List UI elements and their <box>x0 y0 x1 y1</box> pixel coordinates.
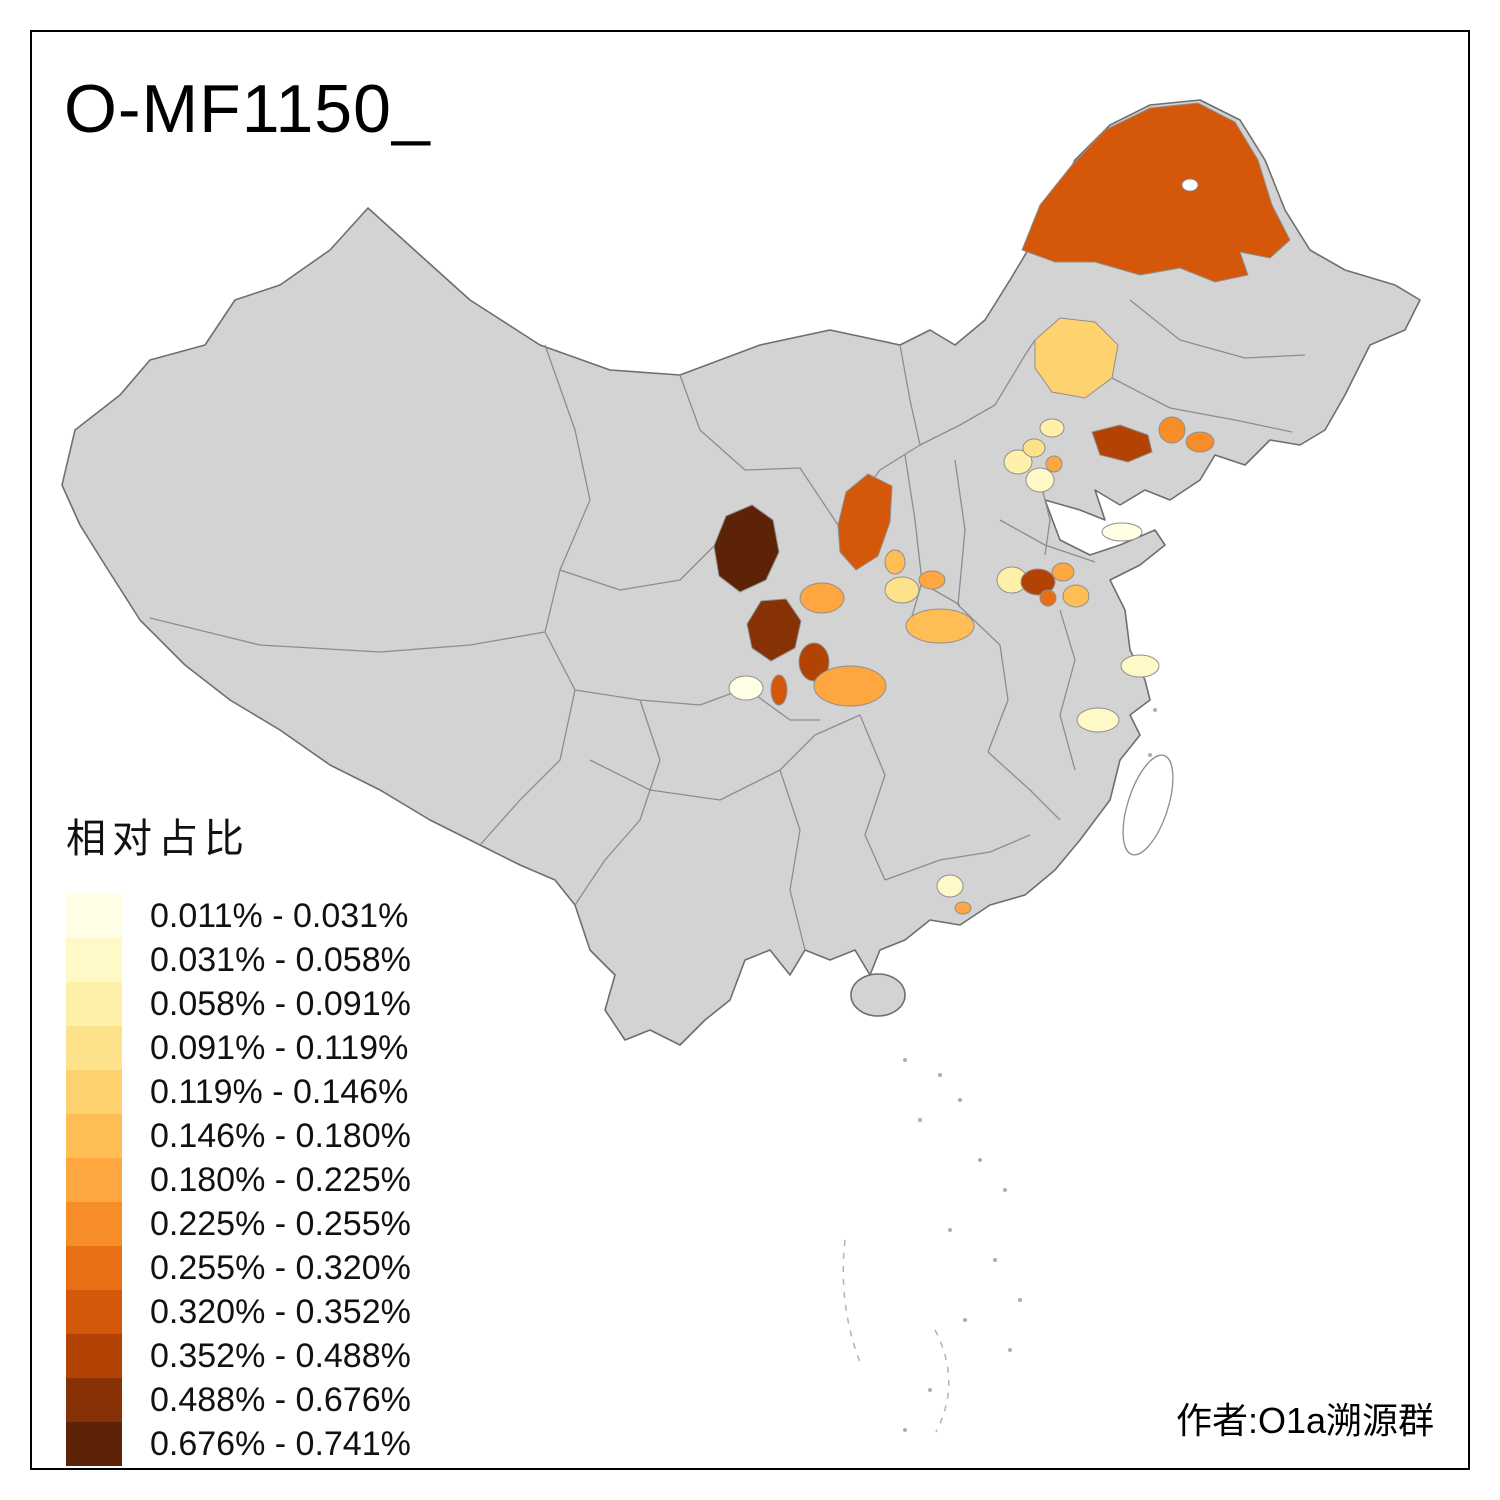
legend-swatch <box>66 1114 122 1158</box>
legend-swatch <box>66 1202 122 1246</box>
map-region <box>1003 449 1033 475</box>
plot-border <box>30 30 1470 1470</box>
map-region <box>1185 431 1215 453</box>
legend-label: 0.058% - 0.091% <box>150 984 411 1023</box>
map-region <box>837 473 893 571</box>
legend-row: 0.119% - 0.146% <box>66 1070 411 1114</box>
legend-row: 0.488% - 0.676% <box>66 1378 411 1422</box>
legend-label: 0.146% - 0.180% <box>150 1116 411 1155</box>
attribution: 作者:O1a溯源群 <box>1175 1400 1434 1441</box>
legend-row: 0.011% - 0.031% <box>66 894 411 938</box>
legend-swatch <box>66 1026 122 1070</box>
legend-row: 0.146% - 0.180% <box>66 1114 411 1158</box>
legend-row: 0.091% - 0.119% <box>66 1026 411 1070</box>
map-region <box>905 608 975 644</box>
map-region <box>1158 416 1186 444</box>
taiwan-island <box>1122 754 1174 856</box>
legend-row: 0.031% - 0.058% <box>66 938 411 982</box>
legend-label: 0.255% - 0.320% <box>150 1248 411 1287</box>
map-region <box>918 570 946 590</box>
map-region <box>1091 424 1153 463</box>
map-region <box>1045 455 1063 473</box>
hainan-island <box>850 973 906 1017</box>
legend: 相对占比 0.011% - 0.031% 0.031% - 0.058% 0.058… <box>66 806 411 1466</box>
map-region <box>1022 438 1046 458</box>
map-region <box>1025 467 1055 493</box>
lake <box>1181 178 1199 192</box>
figure-title: O-MF1150_ <box>64 71 431 147</box>
legend-row: 0.320% - 0.352% <box>66 1290 411 1334</box>
legend-swatch <box>66 1246 122 1290</box>
legend-swatch <box>66 1290 122 1334</box>
map-region <box>936 874 964 898</box>
map-region <box>1039 418 1065 438</box>
legend-swatch <box>66 938 122 982</box>
legend-swatch <box>66 1378 122 1422</box>
legend-swatch <box>66 982 122 1026</box>
map-region <box>713 504 780 593</box>
province-borders <box>149 299 1306 951</box>
map-region <box>1062 584 1090 608</box>
legend-items: 0.011% - 0.031% 0.031% - 0.058% 0.058% - 0… <box>66 894 411 1466</box>
map-region <box>1120 654 1160 678</box>
map-region <box>1021 102 1291 283</box>
legend-row: 0.352% - 0.488% <box>66 1334 411 1378</box>
legend-row: 0.180% - 0.225% <box>66 1158 411 1202</box>
legend-label: 0.676% - 0.741% <box>150 1424 411 1463</box>
legend-row: 0.058% - 0.091% <box>66 982 411 1026</box>
map-region <box>799 582 845 614</box>
legend-title: 相对占比 <box>66 817 250 861</box>
map-region <box>884 549 906 575</box>
legend-row: 0.255% - 0.320% <box>66 1246 411 1290</box>
legend-swatch <box>66 1158 122 1202</box>
legend-swatch <box>66 894 122 938</box>
map-region <box>770 674 788 706</box>
legend-swatch <box>66 1334 122 1378</box>
legend-label: 0.320% - 0.352% <box>150 1292 411 1331</box>
legend-label: 0.031% - 0.058% <box>150 940 411 979</box>
map-regions <box>713 102 1291 915</box>
map-region <box>1076 707 1120 733</box>
legend-label: 0.180% - 0.225% <box>150 1160 411 1199</box>
map-region <box>884 576 920 604</box>
legend-label: 0.011% - 0.031% <box>150 896 409 935</box>
map-region <box>728 675 764 701</box>
map-region <box>1101 522 1143 542</box>
map-region <box>954 901 972 915</box>
map-region <box>1051 562 1075 582</box>
map-region <box>1039 589 1057 607</box>
legend-label: 0.225% - 0.255% <box>150 1204 411 1243</box>
legend-row: 0.225% - 0.255% <box>66 1202 411 1246</box>
legend-swatch <box>66 1422 122 1466</box>
legend-row: 0.676% - 0.741% <box>66 1422 411 1466</box>
legend-swatch <box>66 1070 122 1114</box>
map-region <box>1020 568 1056 596</box>
legend-label: 0.119% - 0.146% <box>150 1072 409 1111</box>
map-region <box>746 598 802 662</box>
legend-label: 0.352% - 0.488% <box>150 1336 411 1375</box>
legend-label: 0.091% - 0.119% <box>150 1028 409 1067</box>
map-region <box>813 665 887 707</box>
south-china-sea-islets <box>842 708 1157 1433</box>
legend-label: 0.488% - 0.676% <box>150 1380 411 1419</box>
map-region <box>1034 317 1119 399</box>
map-region <box>798 642 830 682</box>
